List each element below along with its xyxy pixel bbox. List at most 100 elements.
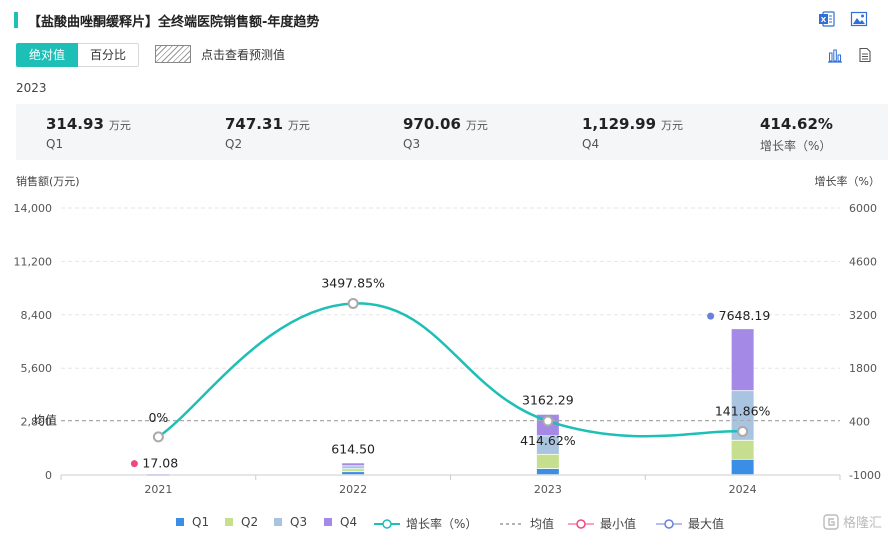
legend-item-q2[interactable]: Q2 bbox=[225, 515, 258, 529]
summary-unit: 万元 bbox=[661, 119, 684, 132]
absolute-value-button[interactable]: 绝对值 bbox=[16, 43, 79, 67]
summary-value: 1,129.99 bbox=[582, 115, 657, 133]
bar-segment-q3 bbox=[731, 391, 754, 440]
legend-label: 均值 bbox=[530, 517, 555, 531]
min-marker bbox=[130, 460, 138, 468]
summary-value: 414.62% bbox=[760, 115, 833, 133]
summary-label: Q1 bbox=[46, 137, 64, 151]
bar-segment-q3 bbox=[536, 436, 559, 454]
growth-point bbox=[542, 415, 554, 427]
total-data-label: 17.08 bbox=[142, 456, 178, 471]
y-tick-label: 14,000 bbox=[14, 202, 53, 215]
y2-tick-label: 6000 bbox=[849, 202, 877, 215]
total-data-label: 614.50 bbox=[331, 441, 375, 456]
right-axis-title: 增长率（%） bbox=[814, 175, 880, 188]
summary-value: 314.93 bbox=[46, 115, 104, 133]
legend-swatch bbox=[225, 518, 233, 526]
y2-tick-label: 4600 bbox=[849, 255, 877, 268]
bar-segment-q4 bbox=[536, 414, 559, 436]
summary-value: 747.31 bbox=[225, 115, 283, 133]
growth-line bbox=[157, 302, 743, 438]
bar-segment-q1 bbox=[536, 468, 559, 475]
legend-label: Q2 bbox=[241, 515, 259, 529]
summary-label: 增长率（%） bbox=[760, 139, 832, 153]
legend-label: 最小值 bbox=[600, 517, 637, 531]
y2-tick-label: 1800 bbox=[849, 362, 877, 375]
legend-item-q4[interactable]: Q4 bbox=[324, 515, 357, 529]
forecast-label: 点击查看预测值 bbox=[201, 47, 286, 62]
legend-label: Q3 bbox=[290, 515, 308, 529]
y2-tick-label: -1000 bbox=[849, 469, 881, 482]
legend-swatch bbox=[324, 518, 332, 526]
forecast-toggle[interactable]: 点击查看预测值 bbox=[155, 45, 285, 63]
growth-data-label: 0% bbox=[148, 410, 168, 425]
legend-max-icon bbox=[656, 518, 682, 529]
growth-point bbox=[152, 431, 164, 443]
title-bar: 【盐酸曲唑酮缓释片】全终端医院销售额-年度趋势 bbox=[14, 10, 319, 30]
growth-point bbox=[737, 425, 749, 437]
legend-dash-icon bbox=[500, 522, 524, 525]
total-data-label: 7648.19 bbox=[719, 308, 771, 323]
summary-unit: 万元 bbox=[108, 119, 131, 132]
legend-item-min[interactable]: 最小值 bbox=[568, 515, 636, 532]
watermark: 格隆汇 bbox=[823, 512, 882, 531]
y-tick-label: 11,200 bbox=[14, 255, 53, 268]
forecast-hatch-swatch bbox=[155, 45, 191, 63]
y2-tick-label: 400 bbox=[849, 416, 870, 429]
watermark-logo-icon bbox=[823, 513, 839, 530]
legend-item-q1[interactable]: Q1 bbox=[176, 515, 209, 529]
percentage-button[interactable]: 百分比 bbox=[78, 43, 140, 67]
bar-segment-q2 bbox=[147, 474, 170, 476]
top-icon-group: X bbox=[818, 10, 868, 28]
y-tick-label: 0 bbox=[45, 469, 52, 482]
table-view-icon[interactable] bbox=[856, 46, 874, 64]
y2-tick-label: 3200 bbox=[849, 309, 877, 322]
page-title: 【盐酸曲唑酮缓释片】全终端医院销售额-年度趋势 bbox=[28, 14, 320, 30]
legend-item-mean[interactable]: 均值 bbox=[500, 515, 554, 532]
title-accent-bar bbox=[14, 12, 18, 28]
y-tick-label: 5,600 bbox=[21, 362, 53, 375]
bar-segment-q4 bbox=[731, 329, 754, 391]
growth-point bbox=[347, 297, 359, 309]
left-axis-title: 销售额(万元) bbox=[16, 175, 80, 188]
bar-chart-view-icon[interactable] bbox=[826, 46, 844, 64]
bar-segment-q1 bbox=[342, 472, 365, 475]
image-export-icon[interactable] bbox=[850, 10, 868, 28]
chart-legend: Q1 Q2 Q3 Q4 增长率（%） 均值 最小值 最大值 bbox=[0, 515, 890, 533]
legend-item-q3[interactable]: Q3 bbox=[274, 515, 307, 529]
legend-swatch bbox=[176, 518, 184, 526]
legend-line-icon bbox=[374, 518, 400, 529]
x-tick-label: 2022 bbox=[339, 483, 367, 496]
bar-segment-q2 bbox=[731, 440, 754, 459]
value-mode-toggle: 绝对值 百分比 bbox=[16, 43, 140, 67]
bar-segment-q1 bbox=[731, 459, 754, 475]
growth-data-label: 141.86% bbox=[715, 403, 771, 418]
legend-label: Q1 bbox=[192, 515, 210, 529]
bar-segment-q2 bbox=[342, 469, 365, 472]
bar-segment-q4 bbox=[342, 463, 365, 466]
x-tick-label: 2021 bbox=[144, 483, 172, 496]
legend-item-max[interactable]: 最大值 bbox=[656, 515, 724, 532]
legend-item-growth[interactable]: 增长率（%） bbox=[374, 515, 477, 532]
legend-min-icon bbox=[568, 518, 594, 529]
legend-swatch bbox=[274, 518, 282, 526]
bar-segment-q4 bbox=[147, 474, 170, 476]
growth-data-label: 3497.85% bbox=[321, 275, 385, 290]
x-tick-label: 2024 bbox=[729, 483, 757, 496]
summary-label: Q3 bbox=[403, 137, 421, 151]
summary-label: Q2 bbox=[225, 137, 243, 151]
summary-panel: 314.93 万元 Q1 747.31 万元 Q2 970.06 万元 Q3 1,12… bbox=[16, 104, 888, 160]
growth-data-label: 414.62% bbox=[520, 433, 576, 448]
summary-value: 970.06 bbox=[403, 115, 461, 133]
excel-export-icon[interactable]: X bbox=[818, 10, 836, 28]
x-tick-label: 2023 bbox=[534, 483, 562, 496]
y-tick-label: 2,800 bbox=[21, 416, 53, 429]
summary-unit: 万元 bbox=[287, 119, 310, 132]
watermark-text: 格隆汇 bbox=[842, 516, 882, 531]
max-marker bbox=[707, 312, 715, 320]
total-data-label: 3162.29 bbox=[522, 393, 574, 408]
summary-unit: 万元 bbox=[465, 119, 488, 132]
y-tick-label: 8,400 bbox=[21, 309, 53, 322]
bar-segment-q3 bbox=[342, 466, 365, 469]
